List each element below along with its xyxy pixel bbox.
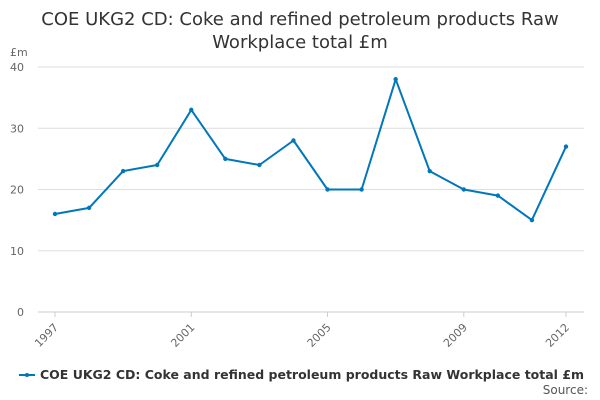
y-tick-label: 0 bbox=[17, 306, 24, 319]
legend-line-marker-icon bbox=[19, 370, 35, 380]
data-point bbox=[120, 168, 126, 174]
data-point bbox=[86, 205, 92, 211]
data-point bbox=[52, 211, 58, 217]
data-point bbox=[223, 156, 228, 162]
chart-legend[interactable]: COE UKG2 CD: Coke and refined petroleum … bbox=[19, 367, 584, 382]
x-tick-label: 1997 bbox=[32, 321, 61, 350]
x-tick-label: 2005 bbox=[305, 321, 334, 350]
chart-title: COE UKG2 CD: Coke and refined petroleum … bbox=[0, 8, 600, 54]
chart-title-line-1: COE UKG2 CD: Coke and refined petroleum … bbox=[41, 9, 559, 30]
data-point bbox=[155, 162, 160, 168]
y-tick-label: 10 bbox=[10, 245, 24, 258]
data-point bbox=[393, 77, 398, 82]
y-axis-label: £m bbox=[10, 46, 28, 59]
data-point bbox=[427, 168, 432, 174]
data-point bbox=[461, 187, 466, 192]
chart-title-line-2: Workplace total £m bbox=[212, 32, 388, 53]
source-label: Source: bbox=[542, 383, 588, 397]
y-tick-label: 30 bbox=[10, 122, 24, 135]
x-tick-label: 2009 bbox=[441, 321, 470, 350]
legend-label: COE UKG2 CD: Coke and refined petroleum … bbox=[40, 367, 585, 382]
data-point bbox=[529, 217, 535, 223]
data-point bbox=[359, 187, 364, 192]
series-line bbox=[54, 78, 567, 222]
data-point bbox=[325, 187, 330, 192]
data-point bbox=[495, 193, 501, 198]
data-point bbox=[563, 144, 569, 149]
y-tick-label: 20 bbox=[10, 184, 24, 197]
data-point bbox=[189, 107, 194, 113]
x-tick-label: 2012 bbox=[543, 321, 572, 350]
data-point bbox=[257, 162, 262, 168]
x-tick-label: 2001 bbox=[168, 321, 197, 350]
y-tick-label: 40 bbox=[10, 61, 24, 74]
data-point bbox=[291, 138, 296, 143]
